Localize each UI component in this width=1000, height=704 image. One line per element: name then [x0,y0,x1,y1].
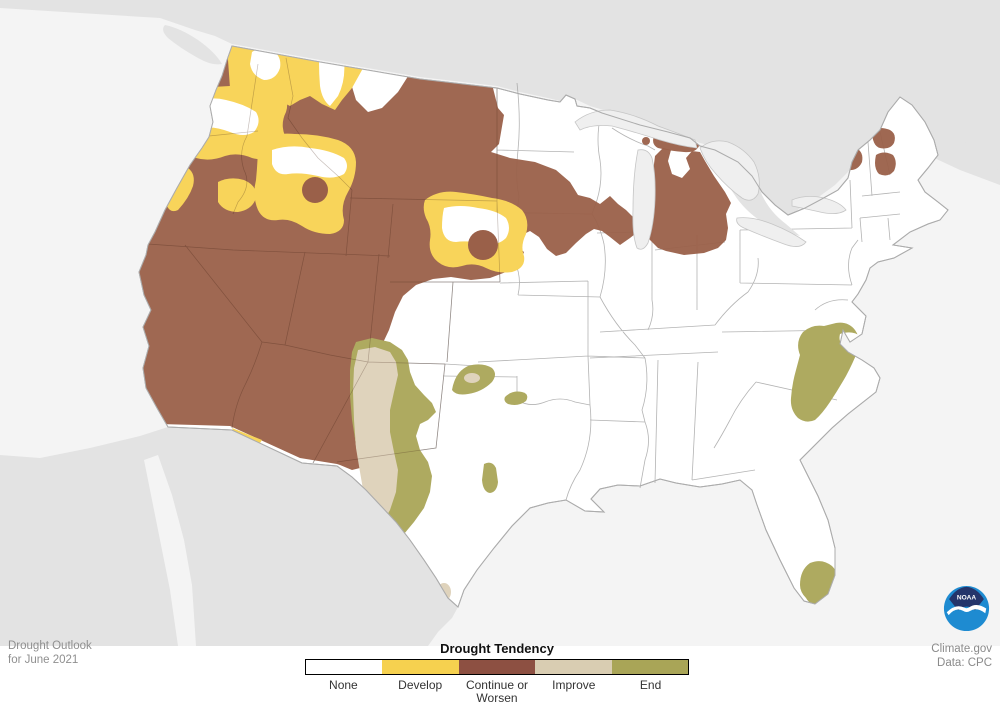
noaa-logo-svg: NOAA [943,585,990,632]
nova-scotia [948,138,998,173]
none-hole-yellowstone [272,146,347,178]
lake-michigan [632,149,656,250]
region-continue-worsen-vermont-central [875,152,896,176]
map-svg [0,0,1000,646]
continue-worsen-spot-bighorn [468,230,498,260]
state-borders-overlay [147,57,501,464]
vancouver-island [163,25,222,65]
credit-data-source: Data: CPC [937,656,992,669]
noaa-seagull-icon [946,604,987,616]
us-coast-outline [138,45,949,608]
noaa-logo: NOAA [943,585,990,632]
noaa-logo-fan [949,586,984,611]
gulf-of-california [144,455,196,646]
caption-line2: for June 2021 [8,653,79,666]
caption-line1: Drought Outlook [8,640,92,652]
noaa-logo-text: NOAA [957,595,977,602]
region-develop-oregon-spot-2 [218,178,257,212]
legend-swatch-none [306,660,383,674]
credits: Climate.gov Data: CPC [931,643,992,670]
region-end-oklahoma-2 [504,391,528,405]
legend-swatch-continue-worsen [458,660,536,674]
legend-swatch-end [611,660,689,674]
region-improve-west-texas [353,347,398,530]
lake-huron [699,140,760,201]
legend-label-continue-worsen: Continue or Worsen [465,678,529,704]
legend-label-improve: Improve [552,678,596,692]
legend-swatch-improve [535,660,612,674]
region-end-carolinas [790,322,860,422]
legend-label-develop: Develop [398,678,443,692]
legend-swatch-develop [382,660,459,674]
region-improve-oklahoma [464,373,480,383]
legend-color-bar [305,659,689,675]
us-drought-map [0,0,1000,646]
map-caption: Drought Outlook for June 2021 [8,640,92,667]
legend-labels: None Develop Continue or Worsen Improve … [305,679,689,704]
legend-title: Drought Tendency [440,641,554,656]
lake-ontario [791,196,847,214]
continue-worsen-spot-yellowstone [302,177,328,203]
great-lakes [574,109,847,250]
lake-superior [574,109,698,149]
legend-label-none: None [329,678,358,692]
lake-erie [736,217,807,247]
none-hole-olympics [250,48,281,80]
region-continue-worsen-up-dot [642,137,650,145]
legend-label-end: End [639,678,662,692]
credit-site: Climate.gov [931,643,992,655]
drought-tendency-legend: Drought Tendency None Develop Continue o… [305,641,689,704]
region-continue-worsen-vermont-north [872,128,895,149]
mexico-landmass [0,427,458,646]
region-end-central-texas [482,462,498,493]
